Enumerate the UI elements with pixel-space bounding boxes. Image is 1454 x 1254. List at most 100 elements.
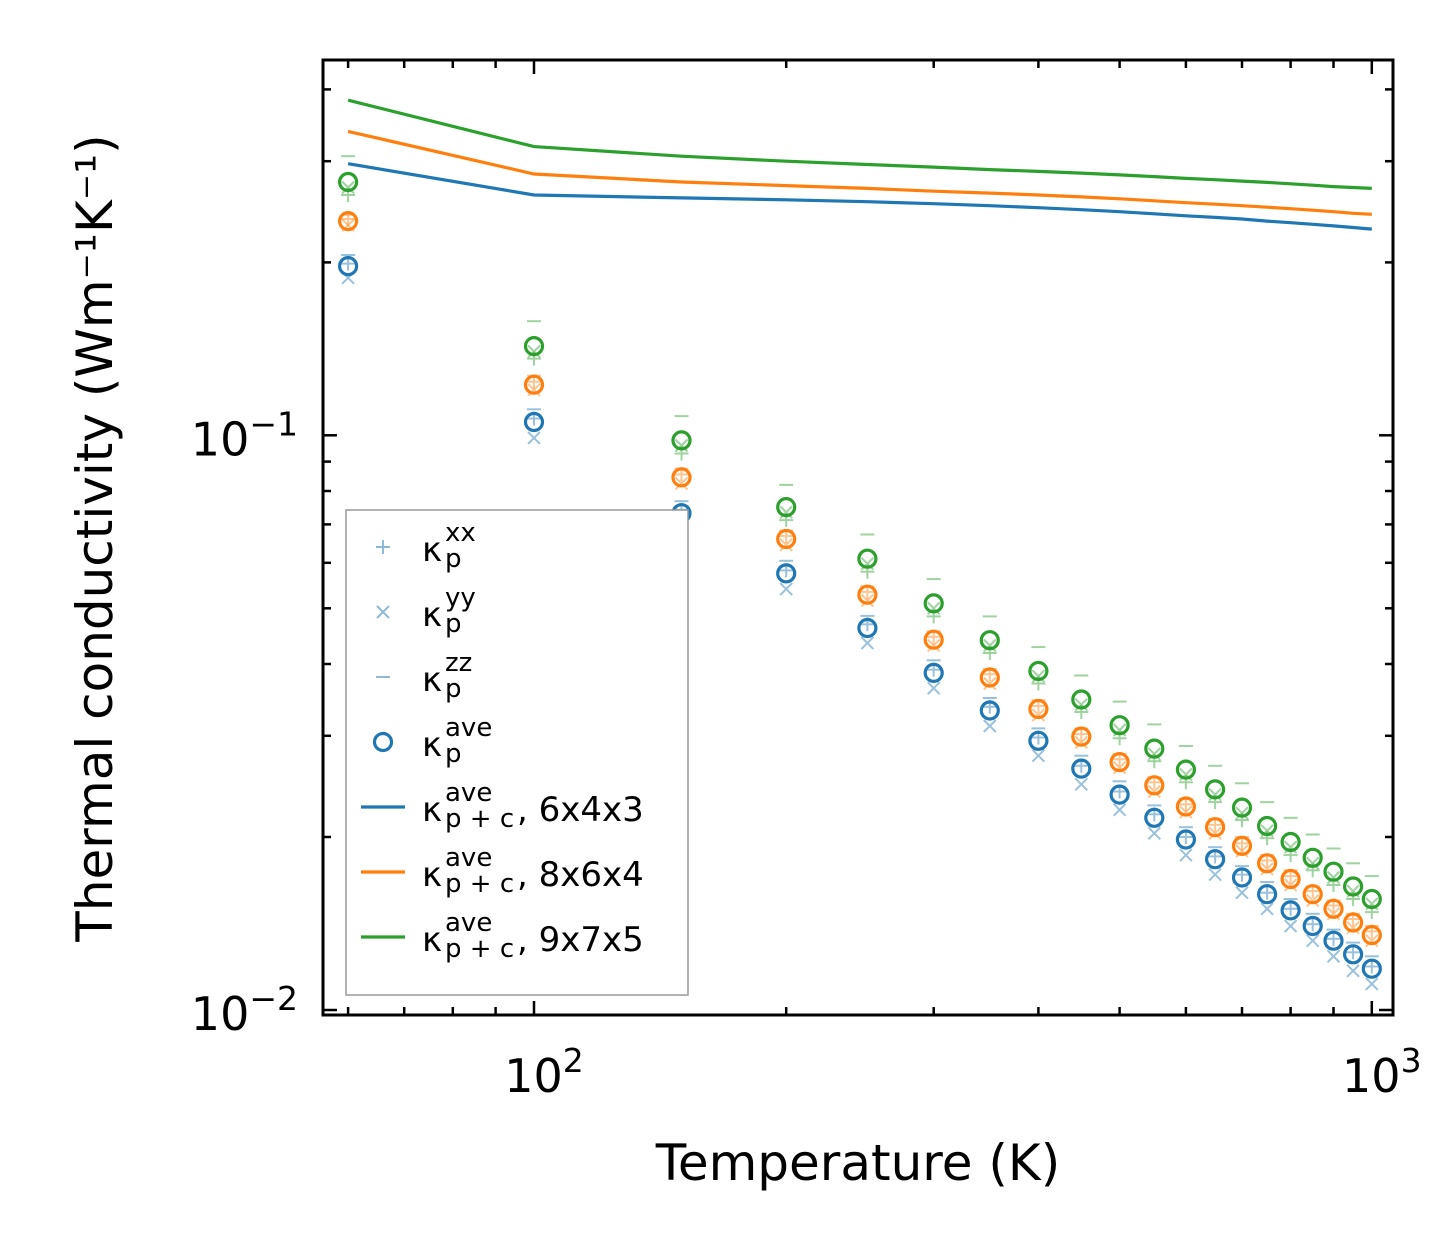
marker-kappa-yy-6x4x3	[1260, 902, 1274, 916]
x-b	[1112, 760, 1127, 775]
marker-kappa-ave-8x6x4	[1323, 898, 1344, 919]
marker-kappa-ave-8x6x4	[776, 528, 797, 550]
x-a	[1031, 708, 1046, 722]
marker-kappa-ave-8x6x4	[1256, 853, 1278, 874]
x-a	[779, 538, 793, 552]
marker-kappa-ave-9x7x5	[776, 497, 797, 518]
marker-kappa-yy-8x6x4	[674, 476, 689, 491]
marker-kappa-yy-8x6x4	[779, 538, 793, 552]
x-a	[1179, 805, 1193, 819]
x-b	[1147, 747, 1162, 761]
x-b	[1031, 748, 1046, 763]
marker-kappa-yy-6x4x3	[926, 681, 941, 695]
marker-kappa-ave-8x6x4	[523, 374, 545, 395]
x-b	[1208, 826, 1222, 841]
legend-label-sub: p + c	[445, 934, 514, 964]
marker-kappa-ave-9x7x5	[1144, 738, 1165, 759]
marker-kappa-yy-8x6x4	[1283, 878, 1298, 892]
x-a	[1074, 777, 1089, 792]
x-a	[1031, 748, 1046, 763]
marker-kappa-yy-6x4x3	[1346, 964, 1360, 978]
legend-label-sup: yy	[445, 583, 476, 613]
x-a	[1283, 919, 1298, 933]
legend-label-kappa: κ	[422, 530, 442, 570]
marker-kappa-ave-8x6x4	[1071, 726, 1092, 747]
x-a	[527, 344, 541, 359]
marker-kappa-yy-8x6x4	[1147, 784, 1162, 799]
marker-kappa-yy-6x4x3	[1147, 826, 1162, 841]
marker-kappa-ave-6x4x3	[1144, 807, 1165, 828]
marker-kappa-ave-9x7x5	[671, 430, 692, 451]
marker-kappa-ave-6x4x3	[857, 617, 878, 639]
legend-label-kappa: κ	[422, 660, 442, 700]
marker-kappa-yy-9x7x5	[1147, 747, 1162, 761]
x-b	[1235, 806, 1249, 820]
x-a	[1365, 933, 1379, 948]
x-a	[1305, 856, 1320, 871]
marker-kappa-yy-8x6x4	[983, 676, 997, 691]
marker-kappa-xx-8x6x4	[341, 212, 356, 226]
marker-kappa-xx-8x6x4	[1178, 797, 1193, 812]
x-a	[1260, 862, 1274, 876]
x-b	[1260, 902, 1274, 916]
marker-kappa-ave-9x7x5	[1071, 689, 1092, 710]
marker-kappa-ave-8x6x4	[857, 584, 878, 605]
x-b	[1235, 885, 1249, 900]
x-tick-label: 102	[504, 1041, 584, 1103]
line-kappa-pc-9x7x5	[347, 98, 1372, 190]
legend-marker-circle	[372, 731, 394, 753]
marker-kappa-ave-8x6x4	[1361, 924, 1382, 946]
legend-label-sub: p	[445, 544, 462, 574]
x-b	[983, 676, 997, 691]
marker-kappa-yy-9x7x5	[341, 180, 355, 195]
x-a	[1326, 949, 1341, 964]
marker-kappa-ave-9x7x5	[1256, 815, 1278, 837]
marker-kappa-yy-8x6x4	[1112, 760, 1127, 775]
marker-kappa-ave-9x7x5	[1231, 797, 1253, 818]
x-tick-label: 103	[1342, 1041, 1422, 1103]
legend-label-sup: ave	[445, 713, 492, 743]
marker-kappa-ave-6x4x3	[923, 662, 944, 684]
x-b	[860, 593, 875, 608]
x-b	[1031, 708, 1046, 722]
marker-kappa-ave-9x7x5	[338, 171, 359, 193]
legend-label-suffix: , 8x6x4	[517, 855, 644, 895]
y-tick-label: 10−2	[191, 979, 298, 1041]
marker-kappa-yy-8x6x4	[1365, 933, 1379, 948]
marker-kappa-ave-6x4x3	[1323, 930, 1344, 951]
x-b	[1365, 977, 1379, 991]
marker-kappa-yy-8x6x4	[1346, 921, 1360, 935]
x-b	[926, 638, 941, 653]
marker-kappa-ave-9x7x5	[1280, 831, 1301, 853]
x-a	[674, 476, 689, 491]
x-b	[1305, 893, 1320, 908]
legend-entry: κ yyp	[376, 583, 476, 639]
x-a	[860, 593, 875, 608]
marker-kappa-yy-6x4x3	[1031, 748, 1046, 763]
legend-label-kappa: κ	[422, 920, 442, 960]
marker-kappa-ave-9x7x5	[1175, 759, 1197, 780]
marker-kappa-ave-8x6x4	[1342, 912, 1364, 933]
x-a	[1346, 964, 1360, 978]
x-b	[926, 681, 941, 695]
marker-kappa-ave-8x6x4	[1144, 775, 1165, 796]
x-a	[926, 681, 941, 695]
marker-kappa-yy-6x4x3	[1283, 919, 1298, 933]
x-b	[860, 636, 875, 650]
x-b	[1283, 878, 1298, 892]
marker-kappa-yy-6x4x3	[1112, 803, 1127, 817]
x-b	[1260, 862, 1274, 876]
marker-kappa-ave-6x4x3	[1175, 829, 1197, 850]
x-b	[1179, 848, 1193, 862]
legend-label-kappa: κ	[422, 855, 442, 895]
x-a	[860, 636, 875, 650]
x-a	[1179, 848, 1193, 862]
marker-kappa-ave-6x4x3	[1204, 849, 1226, 870]
legend-marker-x	[376, 605, 390, 619]
marker-kappa-ave-8x6x4	[979, 667, 1000, 688]
x-a	[983, 676, 997, 691]
y-tick-label: 10−1	[191, 404, 298, 466]
x-a	[1283, 878, 1298, 892]
